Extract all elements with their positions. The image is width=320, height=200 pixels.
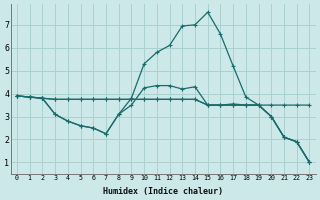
X-axis label: Humidex (Indice chaleur): Humidex (Indice chaleur): [103, 187, 223, 196]
